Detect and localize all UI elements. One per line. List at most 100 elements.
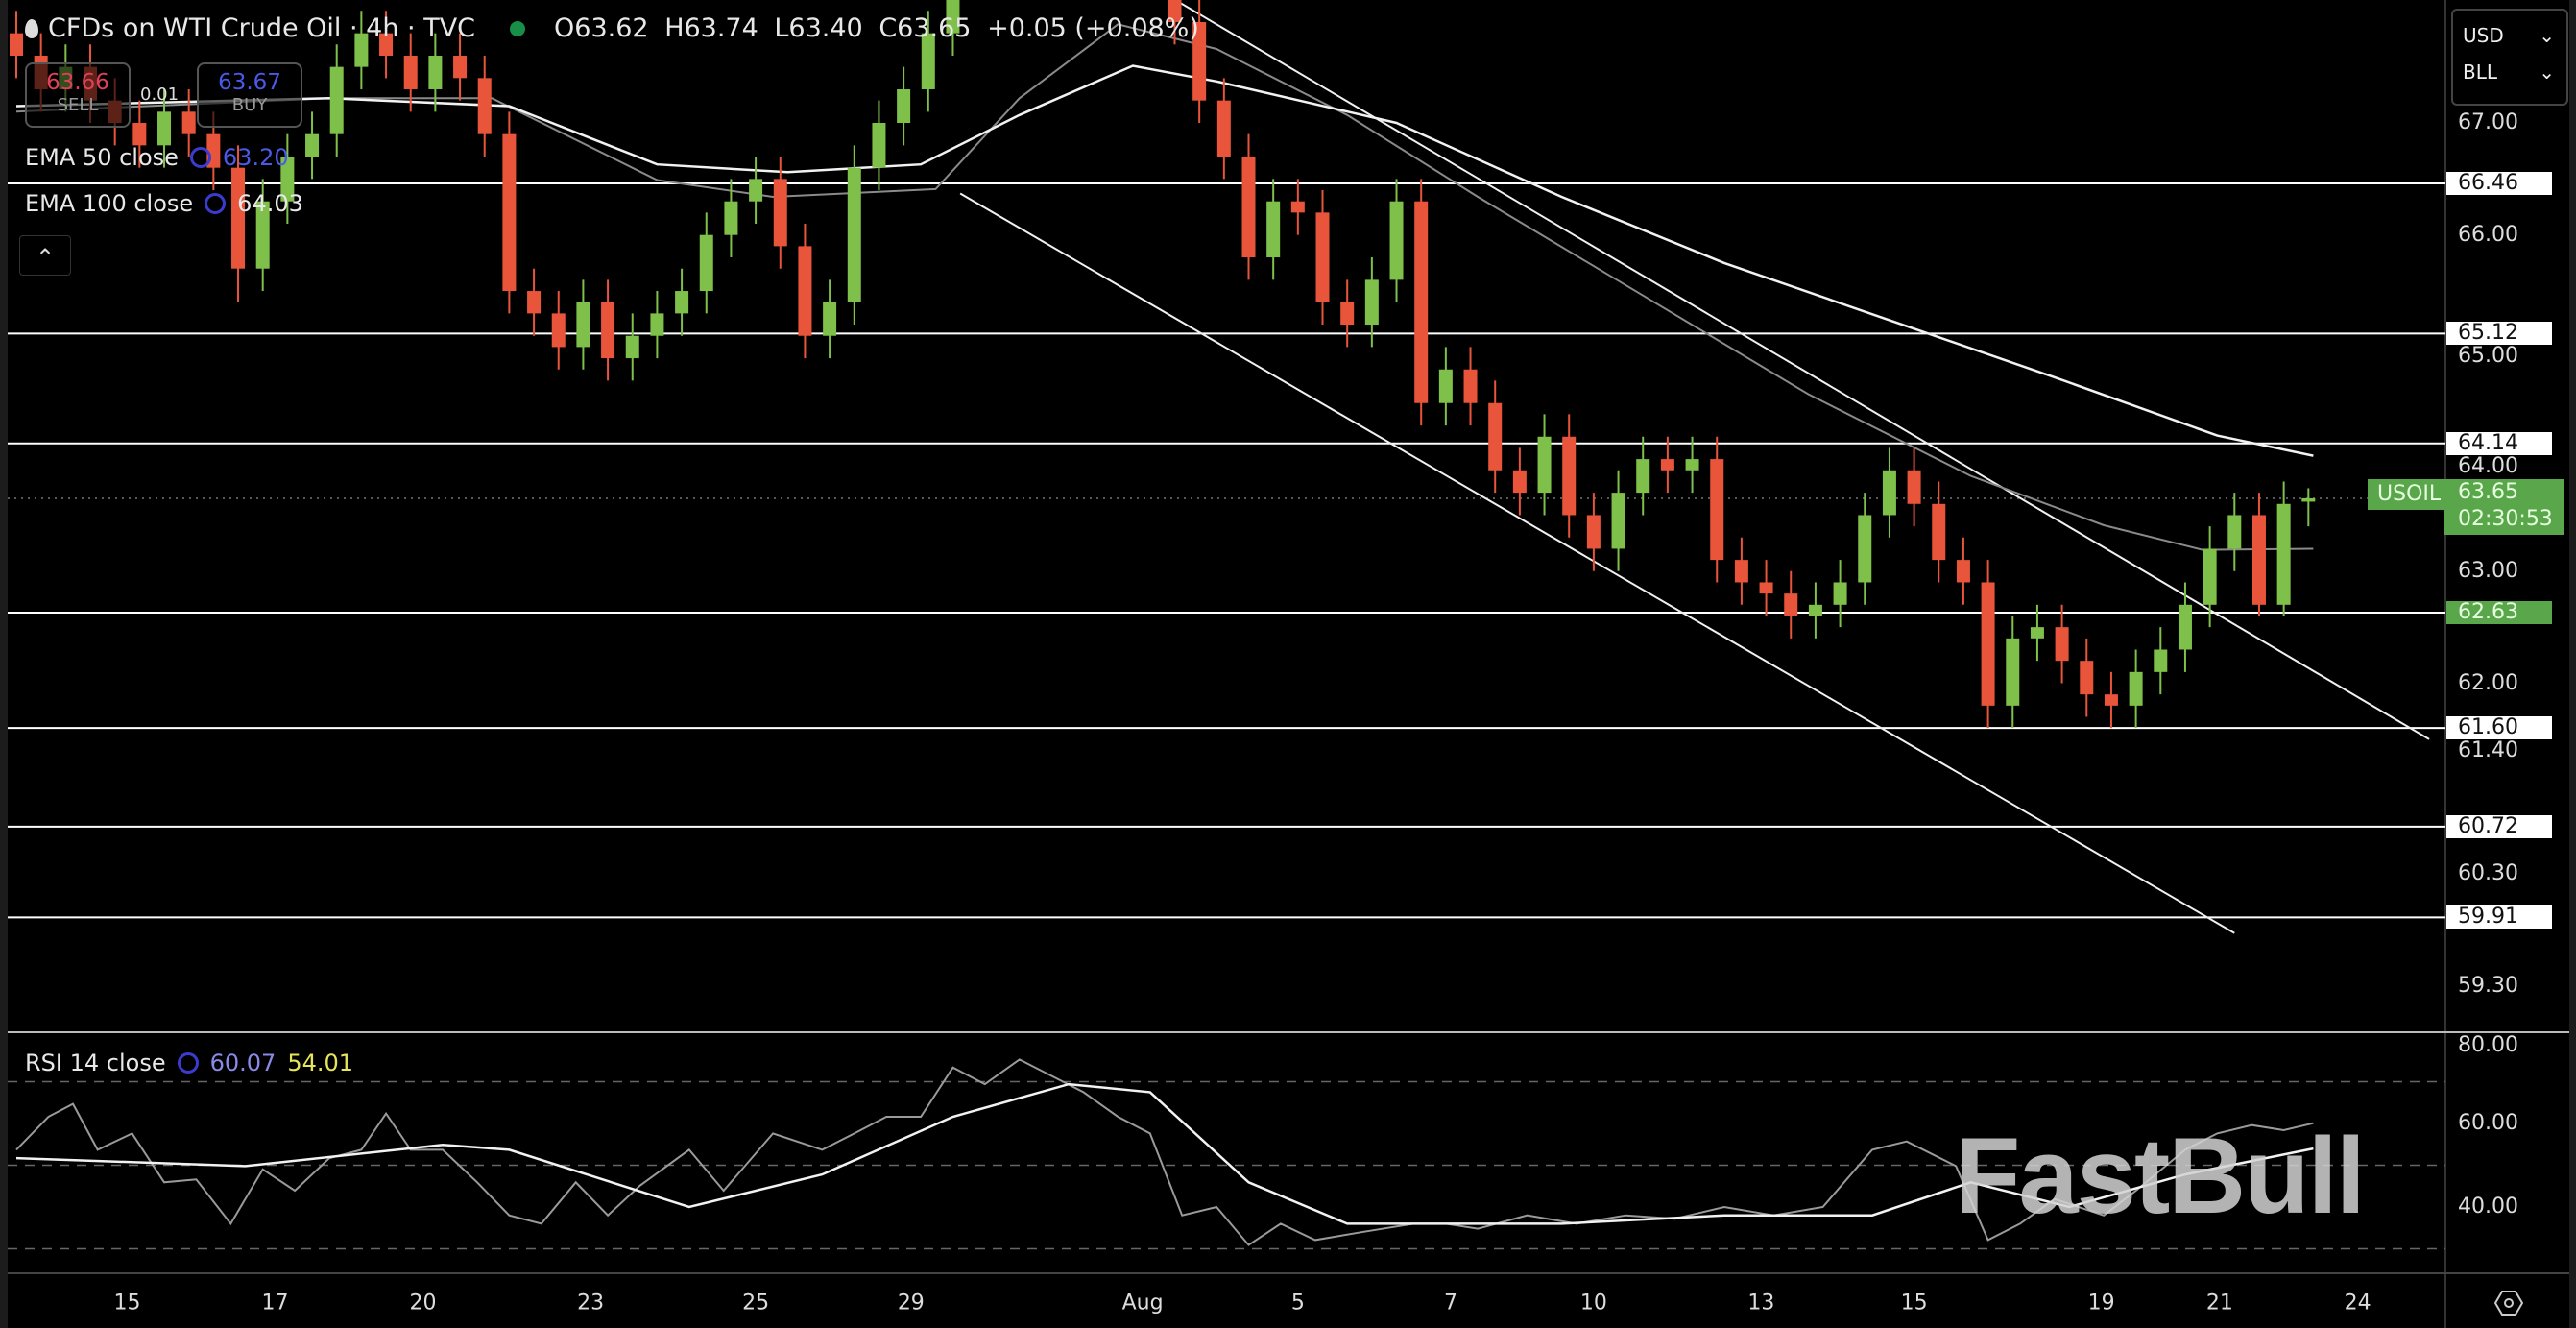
currency-dropdown[interactable]: USD ⌄ [2453,11,2566,47]
candle [897,66,911,146]
sell-label: SELL [57,95,99,115]
candle-body [2276,503,2291,605]
candle-body [601,302,615,359]
candle-body [847,167,861,302]
candle-body [1858,515,1872,583]
candle-body [2129,671,2143,706]
date-tick-label: 24 [2344,1291,2371,1316]
change-value: +0.05 (+0.08%) [987,13,1199,43]
candle-body [1932,503,1946,561]
candle [823,279,837,359]
candle [946,0,960,56]
candle [1858,493,1872,605]
candle [1784,570,1798,639]
candle [1636,436,1650,516]
candle-body [280,157,295,202]
candle-body [1463,369,1478,403]
price-tick-label: 65.00 [2458,344,2518,369]
buy-label: BUY [231,95,268,115]
candle [1340,279,1355,348]
candle-body [231,167,246,269]
candle-body [773,179,787,247]
candle-body [946,0,960,34]
buy-button[interactable]: 63.67 BUY [197,62,302,128]
candle [403,33,418,112]
candle-body [132,123,147,146]
candle-body [724,201,738,235]
price-tick-label: 60.30 [2458,860,2518,885]
date-tick-label: 25 [742,1291,770,1316]
candle-body [1907,470,1921,504]
ema100-legend[interactable]: EMA 100 close 64.03 [25,190,303,217]
candle-body [872,123,886,168]
settings-gear-icon[interactable] [2494,1289,2523,1317]
ema50-legend[interactable]: EMA 50 close 63.20 [25,144,289,171]
currency-unit-selector[interactable]: USD ⌄ BLL ⌄ [2451,9,2568,106]
candle [601,279,615,381]
candle [847,145,861,326]
candle-body [551,313,566,348]
candle [625,313,639,381]
candle [1660,436,1674,494]
level-price-label: 65.12 [2446,322,2552,346]
rsi-label: RSI 14 close [25,1050,166,1076]
price-tick-label: 67.00 [2458,110,2518,134]
date-tick-label: 15 [113,1291,141,1316]
rsi-tick-label: 80.00 [2458,1033,2518,1057]
candle-body [354,33,369,67]
candle [2227,493,2242,571]
candle [2203,526,2217,628]
candle [650,291,664,359]
trend-line[interactable] [1173,0,2430,740]
candle [699,212,713,314]
symbol-title[interactable]: CFDs on WTI Crude Oil · 4h · TVC [48,13,476,43]
buy-price: 63.67 [218,70,281,95]
candle [773,157,787,269]
ema50-line [15,23,2314,551]
rsi-ma-line [15,1082,2314,1225]
candle-body [157,111,172,146]
sell-price: 63.66 [46,70,109,95]
candle-body [428,55,443,89]
candle-body [1956,560,1970,583]
candle [2104,671,2118,729]
watermark-logo: FastBull [1955,1116,2366,1236]
candle-body [1364,279,1379,326]
candle-body [1389,201,1404,280]
rsi-legend[interactable]: RSI 14 close 60.07 54.01 [25,1050,353,1076]
date-tick-label: 21 [2205,1291,2233,1316]
candle [1808,582,1822,639]
open-value: O63.62 [554,13,649,43]
candle-body [1611,493,1625,549]
rsi-tick-label: 40.00 [2458,1195,2518,1219]
spread-value: 0.01 [140,85,180,105]
candle [749,157,763,225]
candle-body [1241,157,1256,258]
current-price-tag: USOIL 63.65 02:30:53 [2368,479,2564,535]
candle [329,44,344,157]
candle-body [625,335,639,359]
left-border [0,0,8,1328]
candle-body [1537,436,1552,494]
right-border [2569,0,2576,1328]
candle [1710,436,1724,583]
unit-dropdown[interactable]: BLL ⌄ [2453,47,2566,84]
candle-body [749,179,763,202]
sell-button[interactable]: 63.66 SELL [25,62,131,128]
candle-body [1586,515,1601,549]
candle [1981,560,1995,729]
date-tick-label: 29 [897,1291,925,1316]
date-tick-label: 5 [1290,1291,1305,1316]
candle-body [379,33,394,56]
market-status-icon [510,20,526,36]
candle [1315,190,1330,326]
price-tick-label: 59.30 [2458,973,2518,998]
candle [428,33,443,112]
trend-line[interactable] [959,192,2235,934]
ohlc-values: O63.62 H63.74 L63.40 C63.65 +0.05 (+0.08… [554,13,1207,43]
candle-body [2030,627,2044,639]
candle-body [1315,212,1330,302]
collapse-legend-button[interactable]: ⌃ [19,235,71,276]
candle [157,88,172,168]
